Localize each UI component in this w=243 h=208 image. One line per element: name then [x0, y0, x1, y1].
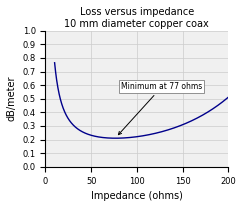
Y-axis label: dB/meter: dB/meter — [7, 76, 17, 121]
Title: Loss versus impedance
10 mm diameter copper coax: Loss versus impedance 10 mm diameter cop… — [64, 7, 209, 28]
X-axis label: Impedance (ohms): Impedance (ohms) — [91, 191, 183, 201]
Text: Minimum at 77 ohms: Minimum at 77 ohms — [118, 82, 203, 135]
